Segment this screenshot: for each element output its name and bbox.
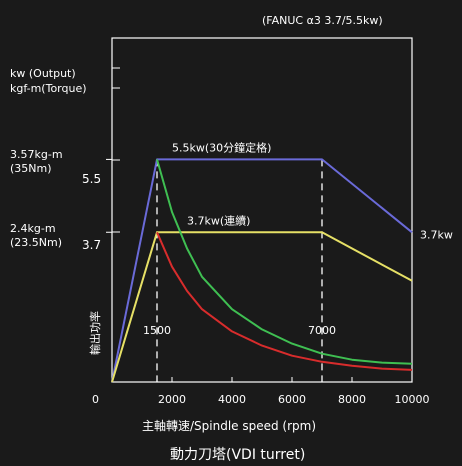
x-tick-label-8000: 8000 xyxy=(338,393,366,406)
y-axis-title-output: kw (Output) xyxy=(10,67,76,80)
plot-area: 2000 4000 6000 8000 10000 1500 7000 5.5kw(30分鐘定… xyxy=(106,37,453,406)
annotation-2: 3.7kw xyxy=(420,228,453,241)
x-tick-label-2000: 2000 xyxy=(158,393,186,406)
marker-label-7000: 7000 xyxy=(308,324,336,337)
y-tick-label-5-5: 5.5 xyxy=(82,172,101,186)
series-line-2 xyxy=(156,159,413,365)
plot-frame xyxy=(111,37,413,383)
y-axis-title-torque: kgf-m(Torque) xyxy=(10,82,87,95)
series-line-1 xyxy=(111,231,413,383)
x-axis-label: 主軸轉速/Spindle speed (rpm) xyxy=(142,419,316,433)
series-line-3 xyxy=(156,231,413,371)
chart-title: (FANUC α3 3.7/5.5kw) xyxy=(262,14,383,27)
torque-label-high-2: (35Nm) xyxy=(10,162,52,175)
marker-label-1500: 1500 xyxy=(143,324,171,337)
x-tick-label-10000: 10000 xyxy=(395,393,430,406)
torque-label-low-2: (23.5Nm) xyxy=(10,236,62,249)
series-line-0 xyxy=(111,158,413,383)
annotation-1: 3.7kw(連續) xyxy=(187,213,250,227)
annotation-0: 5.5kw(30分鐘定格) xyxy=(172,140,271,154)
x-tick-label-4000: 4000 xyxy=(218,393,246,406)
chart-subtitle: 動力刀塔(VDI turret) xyxy=(170,447,305,463)
y-axis-label: 輸出功率 xyxy=(88,311,102,355)
y-tick-label-3-7: 3.7 xyxy=(82,238,101,252)
x-tick-label-6000: 6000 xyxy=(278,393,306,406)
torque-label-low-1: 2.4kg-m xyxy=(10,222,56,235)
torque-label-high-1: 3.57kg-m xyxy=(10,148,63,161)
x-origin-label: 0 xyxy=(92,393,99,406)
